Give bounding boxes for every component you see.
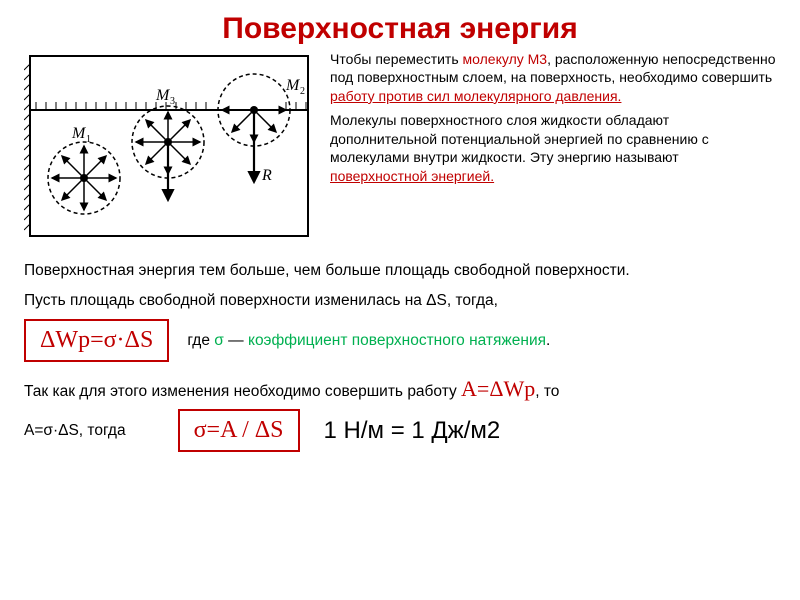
p2-energy: поверхностной энергией. (330, 168, 494, 184)
mid-para-1: Поверхностная энергия тем больше, чем бо… (24, 260, 776, 282)
p1-m3: молекулу М3 (463, 51, 548, 67)
work-text: Так как для этого изменения необходимо с… (24, 374, 776, 405)
units-text: 1 Н/м = 1 Дж/м2 (324, 417, 501, 445)
r-vector-label: R⃗ (261, 167, 284, 184)
svg-text:M: M (285, 77, 301, 94)
top-row: M 1 M 3 (24, 50, 776, 242)
formula-sigma: σ=A / ΔS (178, 409, 300, 452)
svg-text:M: M (71, 125, 87, 142)
formula-row-1: ΔWp=σ·ΔS где σ — коэффициент поверхностн… (24, 319, 776, 362)
work-formula-inline: A=ΔWp (461, 376, 535, 401)
coef-name: коэффициент поверхностного натяжения (248, 332, 546, 349)
mid-para-2: Пусть площадь свободной поверхности изме… (24, 290, 776, 312)
formula-wp: ΔWp=σ·ΔS (24, 319, 169, 362)
coef-dot: . (546, 332, 550, 349)
coef-sigma: σ (214, 332, 224, 349)
p2-a: Молекулы поверхностного слоя жидкости об… (330, 112, 709, 165)
coef-dash: — (224, 332, 248, 349)
coef-a: где (187, 332, 214, 349)
page-title: Поверхностная энергия (24, 12, 776, 46)
intro-text: Чтобы переместить молекулу М3, расположе… (330, 50, 776, 242)
p1-a: Чтобы переместить (330, 51, 463, 67)
svg-text:1: 1 (86, 134, 91, 145)
work-2: , то (535, 383, 559, 400)
svg-text:2: 2 (300, 86, 305, 97)
svg-text:M: M (155, 87, 171, 104)
work-1: Так как для этого изменения необходимо с… (24, 383, 461, 400)
work-3: А=σ·ΔS, тогда (24, 420, 126, 442)
bottom-row: А=σ·ΔS, тогда σ=A / ΔS 1 Н/м = 1 Дж/м2 (24, 409, 776, 452)
svg-text:3: 3 (170, 96, 175, 107)
coef-text: где σ — коэффициент поверхностного натяж… (187, 332, 550, 350)
molecule-diagram: M 1 M 3 (24, 50, 314, 242)
p1-work: работу против сил молекулярного давления… (330, 88, 621, 104)
